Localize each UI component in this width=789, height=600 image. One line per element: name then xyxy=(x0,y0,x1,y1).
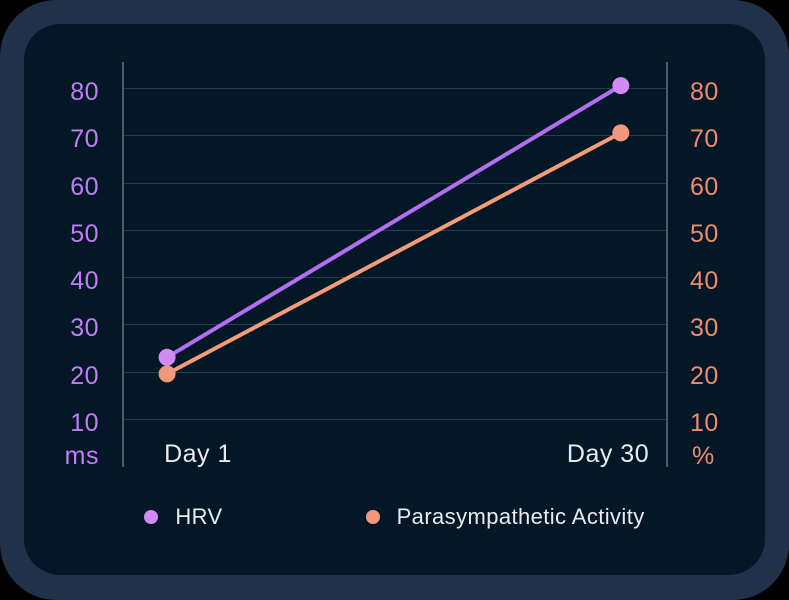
gridline-80 xyxy=(123,88,667,89)
right-axis-tick-label-40: 40 xyxy=(690,267,719,295)
right-axis-tick-label-60: 60 xyxy=(690,172,719,201)
left-axis-tick-label-70: 70 xyxy=(70,125,99,154)
left-axis-tick-label-20: 20 xyxy=(70,361,99,390)
left-axis-tick-label-10: 10 xyxy=(70,408,99,437)
left-axis-tick-label-30: 30 xyxy=(70,314,99,343)
left-axis-line xyxy=(122,62,124,467)
hrv-point-day-1 xyxy=(158,348,176,366)
chart-legend: HRV Parasympathetic Activity xyxy=(24,503,765,531)
parasympathetic-activity-line xyxy=(165,130,623,376)
x-tick-label-day-1: Day 1 xyxy=(164,440,232,468)
right-axis-line xyxy=(666,62,668,467)
gridline-50 xyxy=(123,229,667,231)
gridline-30 xyxy=(123,324,667,326)
gridline-10 xyxy=(123,418,667,420)
left-axis-tick-label-50: 50 xyxy=(70,219,99,248)
legend-label: Parasympathetic Activity xyxy=(396,504,645,529)
parasympathetic-activity-point-day-30 xyxy=(612,124,630,142)
right-axis-tick-label-80: 80 xyxy=(690,78,719,106)
legend-dot-icon xyxy=(144,510,159,524)
right-axis-tick-label-30: 30 xyxy=(690,314,719,343)
right-axis-tick-label-70: 70 xyxy=(690,125,719,154)
left-axis-unit-label: ms xyxy=(64,442,99,470)
right-axis-tick-label-20: 20 xyxy=(690,361,719,390)
gridline-40 xyxy=(123,277,667,278)
gridline-20 xyxy=(123,371,667,373)
right-axis-unit-label: % xyxy=(692,442,715,470)
hrv-line xyxy=(165,83,623,360)
x-tick-label-day-30: Day 30 xyxy=(566,440,650,468)
right-axis-tick-label-10: 10 xyxy=(690,408,719,437)
left-axis-tick-label-80: 80 xyxy=(70,78,99,106)
hrv-point-day-30 xyxy=(612,77,630,95)
left-axis-tick-label-40: 40 xyxy=(70,267,99,295)
legend-item-parasympathetic-activity[interactable]: Parasympathetic Activity xyxy=(365,503,645,531)
parasympathetic-activity-point-day-1 xyxy=(158,365,176,383)
legend-label: HRV xyxy=(175,504,223,529)
gridline-70 xyxy=(123,135,667,137)
left-axis-tick-label-60: 60 xyxy=(70,172,99,201)
legend-dot-icon xyxy=(365,510,380,524)
gridline-60 xyxy=(123,182,667,184)
legend-item-hrv[interactable]: HRV xyxy=(144,503,222,531)
right-axis-tick-label-50: 50 xyxy=(690,219,719,248)
